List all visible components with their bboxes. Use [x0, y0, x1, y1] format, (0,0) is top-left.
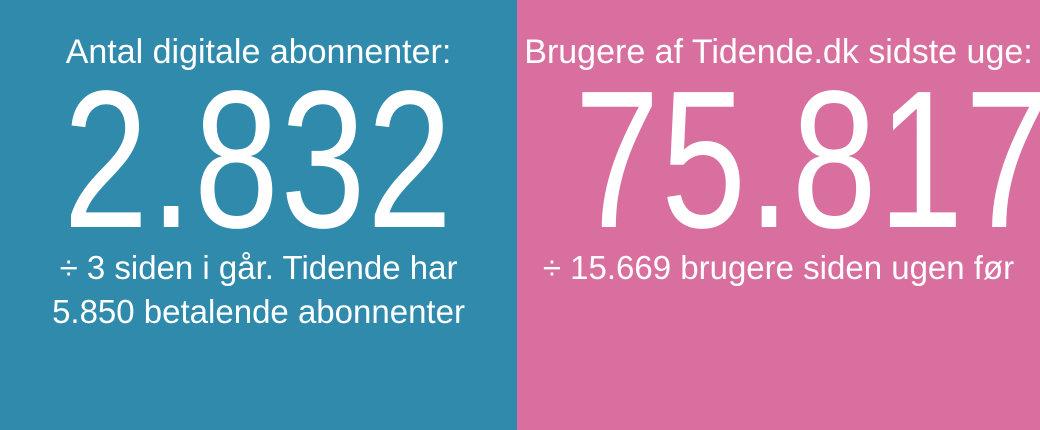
digital-subscribers-note-line-2: 5.850 betalende abonnenter [52, 293, 465, 330]
weekly-users-note-line-1: ÷ 15.669 brugere siden ugen før [542, 249, 1015, 286]
digital-subscribers-heading: Antal digitale abonnenter: [65, 33, 452, 71]
digital-subscribers-note: ÷ 3 siden i går. Tidende har 5.850 betal… [0, 246, 517, 334]
weekly-users-heading: Brugere af Tidende.dk sidste uge: [524, 33, 1033, 71]
digital-subscribers-note-line-1: ÷ 3 siden i går. Tidende har [59, 249, 458, 286]
digital-subscribers-panel: Antal digitale abonnenter: 2.832 ÷ 3 sid… [0, 0, 517, 430]
digital-subscribers-count: 2.832 [63, 50, 454, 269]
weekly-users-count: 75.817 [574, 50, 1040, 269]
weekly-users-panel: Brugere af Tidende.dk sidste uge: 75.817… [517, 0, 1040, 430]
weekly-users-note: ÷ 15.669 brugere siden ugen før [517, 246, 1040, 290]
